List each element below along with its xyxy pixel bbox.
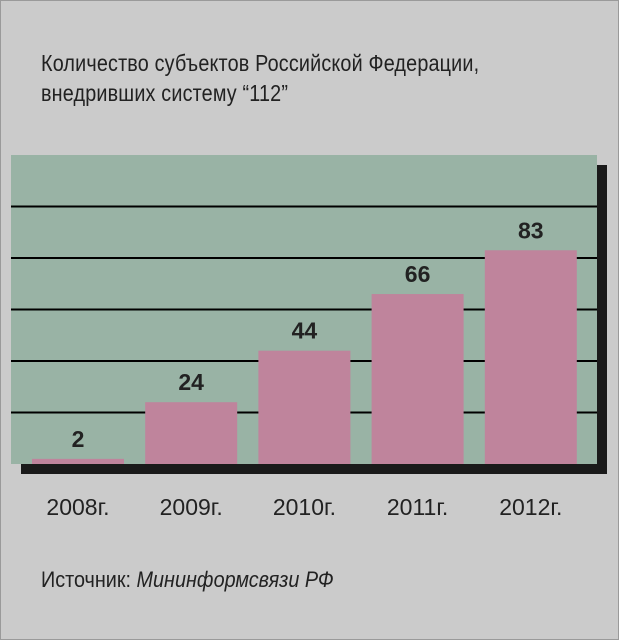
data-label: 44 xyxy=(292,318,318,344)
x-tick-labels: 2008г. 2009г. 2010г. 2011г. 2012г. xyxy=(46,494,562,520)
data-labels: 2 24 44 66 83 xyxy=(72,217,544,452)
x-tick-label: 2011г. xyxy=(387,494,448,520)
data-label: 24 xyxy=(178,369,204,395)
chart-title: Количество субъектов Российской Федераци… xyxy=(41,50,480,76)
x-tick-label: 2009г. xyxy=(160,494,223,520)
bar xyxy=(258,350,351,464)
data-label: 2 xyxy=(72,426,85,452)
data-label: 66 xyxy=(405,261,431,287)
x-tick-label: 2012г. xyxy=(499,494,562,520)
x-tick-label: 2008г. xyxy=(46,494,109,520)
source-value: Мининформсвязи РФ xyxy=(136,567,334,592)
bar xyxy=(371,294,464,464)
bars xyxy=(32,250,577,464)
source-label: Источник: xyxy=(41,567,137,592)
data-label: 83 xyxy=(518,217,544,243)
chart-subtitle: внедривших систему “112” xyxy=(41,80,289,106)
bar xyxy=(484,250,577,464)
bar xyxy=(145,402,238,464)
x-tick-label: 2010г. xyxy=(273,494,336,520)
bar-chart: 2 24 44 66 83 2008г. 2009г. 2010г. 2011г. 2012г. xyxy=(11,155,607,520)
source-note: Источник: Мининформсвязи РФ xyxy=(41,567,334,593)
bar xyxy=(32,458,124,464)
